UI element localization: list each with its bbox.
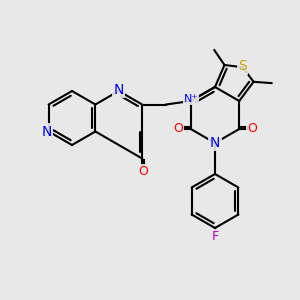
Text: N: N xyxy=(210,136,220,150)
Text: N: N xyxy=(41,124,52,139)
Text: O: O xyxy=(173,122,183,134)
Text: N⁺: N⁺ xyxy=(184,94,198,104)
Text: N: N xyxy=(114,83,124,97)
Text: S: S xyxy=(238,59,247,73)
Text: F: F xyxy=(212,230,219,244)
Text: O: O xyxy=(247,122,257,134)
Text: O: O xyxy=(138,165,148,178)
